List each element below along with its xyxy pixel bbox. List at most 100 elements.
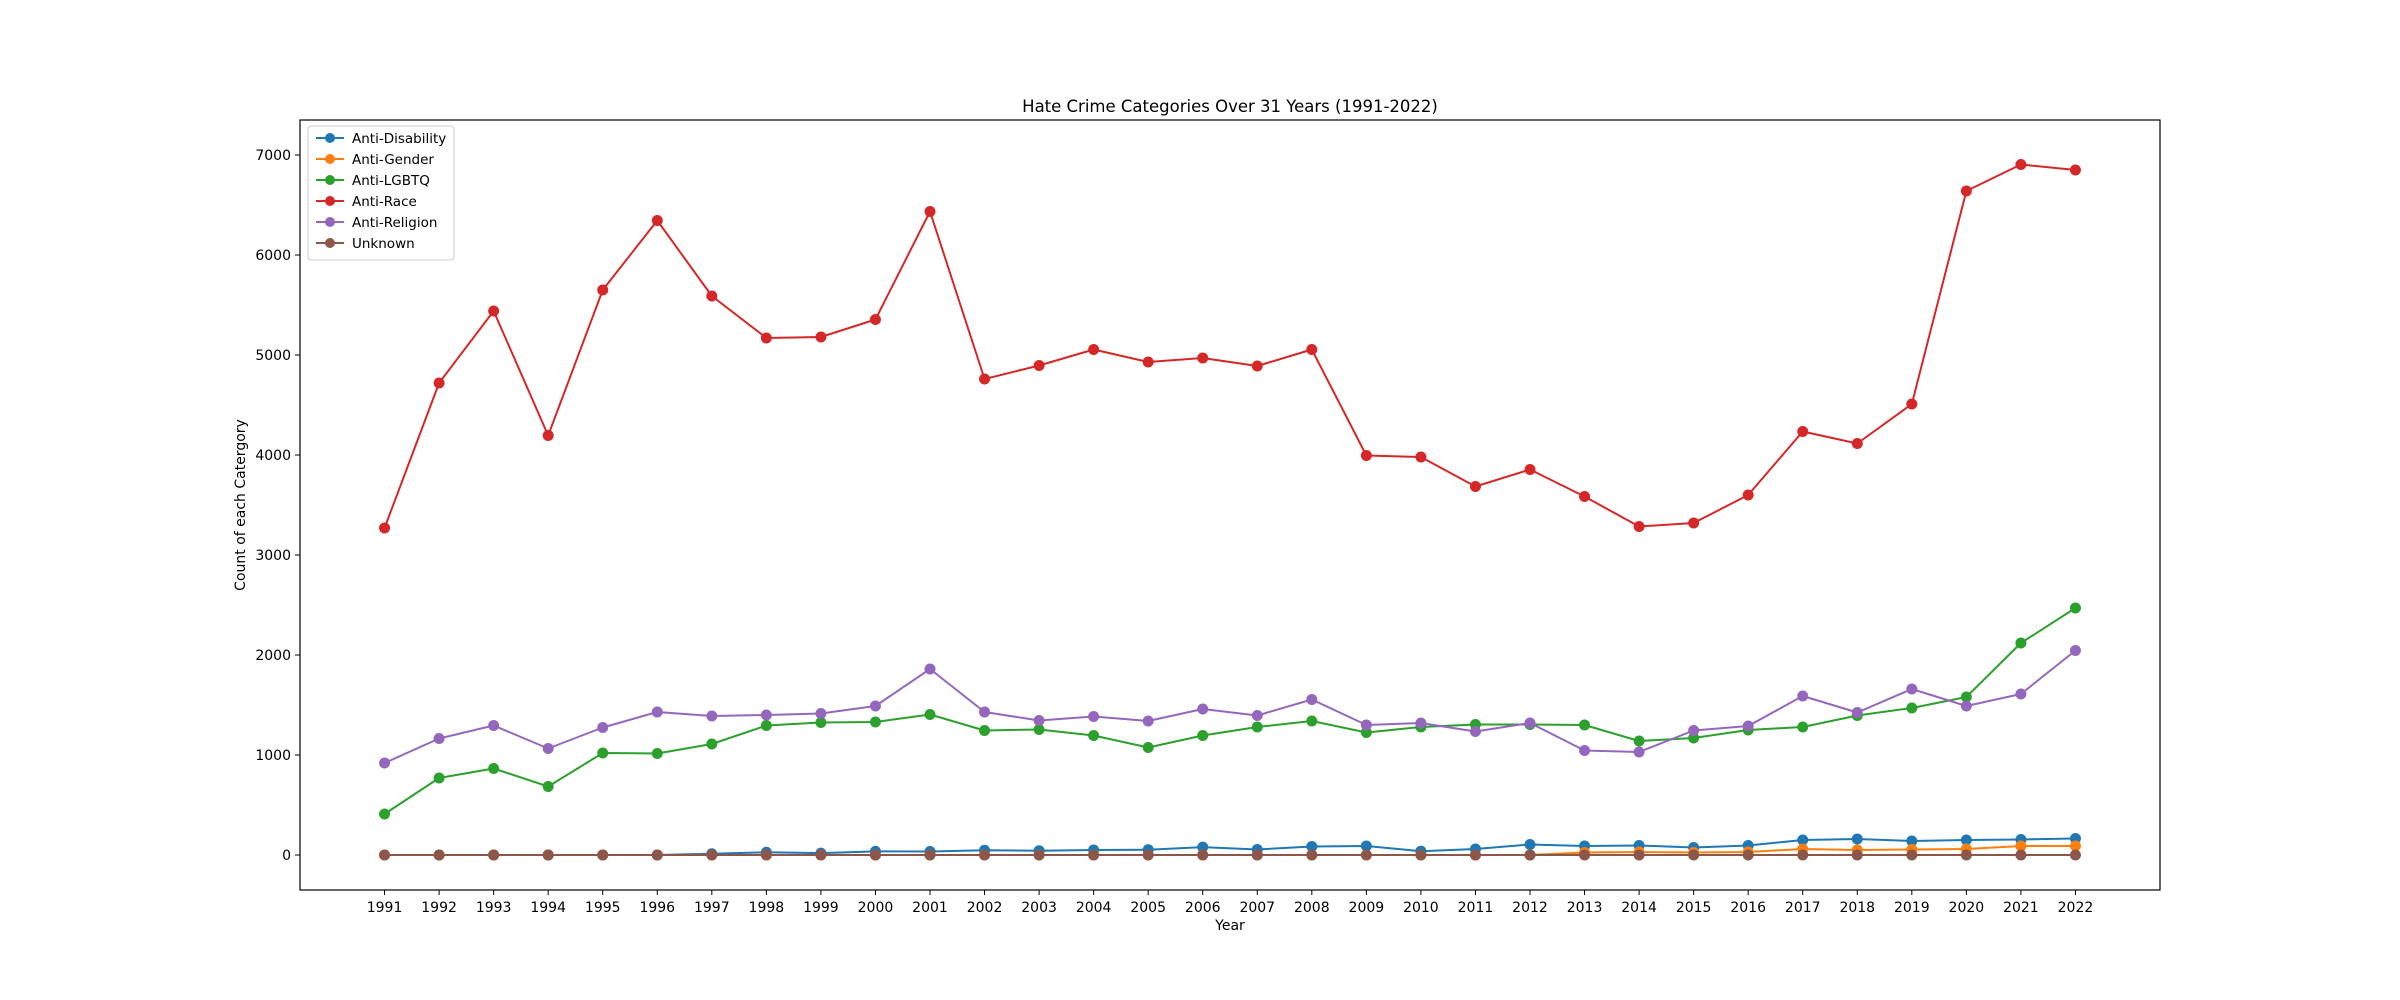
legend-swatch-marker	[325, 133, 335, 143]
data-point	[1797, 721, 1809, 733]
data-point	[1797, 849, 1809, 861]
data-point	[1197, 703, 1209, 715]
data-point	[706, 290, 718, 302]
data-point	[1906, 849, 1918, 861]
legend-swatch-marker	[325, 217, 335, 227]
y-tick-label: 4000	[255, 448, 291, 464]
data-point	[1142, 356, 1154, 368]
x-tick-label: 1999	[803, 900, 839, 916]
x-tick-label: 2001	[912, 900, 948, 916]
series-anti-race	[379, 159, 2081, 534]
data-point	[760, 332, 772, 344]
data-point	[651, 748, 663, 759]
data-point	[979, 373, 991, 385]
data-point	[1742, 849, 1754, 861]
x-tick-label: 2009	[1349, 900, 1385, 916]
legend-item: Anti-Religion	[316, 215, 437, 231]
y-tick-label: 2000	[255, 648, 291, 664]
data-point	[1688, 725, 1700, 736]
data-point	[2069, 645, 2081, 656]
data-point	[1960, 849, 1972, 861]
series-layer	[379, 159, 2081, 861]
x-tick-label: 2014	[1621, 900, 1657, 916]
data-point	[1088, 344, 1100, 355]
series-anti-religion	[379, 645, 2081, 769]
data-point	[1033, 715, 1045, 726]
data-point	[979, 725, 991, 736]
data-point	[869, 849, 881, 861]
x-tick-label: 1996	[639, 900, 675, 916]
series-unknown	[379, 849, 2081, 861]
x-tick-label: 1991	[367, 900, 403, 916]
data-point	[1197, 841, 1209, 853]
legend: Anti-Disability Anti-Gender Anti-LGBTQ Anti…	[307, 125, 455, 261]
legend-swatch-marker	[325, 175, 335, 185]
data-point	[760, 849, 772, 861]
data-point	[597, 284, 609, 296]
data-point	[488, 849, 500, 861]
data-point	[1306, 344, 1318, 355]
data-point	[1742, 489, 1754, 501]
data-point	[1633, 849, 1645, 861]
data-point	[1960, 700, 1972, 712]
data-point	[433, 733, 445, 744]
data-point	[924, 849, 936, 861]
data-point	[2015, 840, 2027, 852]
data-point	[1088, 711, 1100, 722]
legend-swatch-marker	[325, 196, 335, 206]
x-tick-label: 2010	[1403, 900, 1439, 916]
data-point	[869, 700, 881, 712]
data-point	[1033, 849, 1045, 861]
data-point	[1960, 185, 1972, 197]
data-point	[1688, 517, 1700, 529]
data-point	[1033, 360, 1045, 371]
y-tick-label: 5000	[255, 348, 291, 364]
x-axis-label: Year	[1214, 918, 1245, 934]
data-point	[2069, 840, 2081, 852]
data-point	[1851, 849, 1863, 861]
data-point	[1797, 690, 1809, 702]
data-point	[1524, 849, 1536, 861]
data-point	[1851, 438, 1863, 449]
legend-label: Anti-Disability	[352, 131, 446, 147]
legend-swatch-marker	[325, 238, 335, 248]
data-point	[1688, 849, 1700, 861]
x-tick-label: 2020	[1949, 900, 1985, 916]
x-tick-label: 2011	[1458, 900, 1494, 916]
data-point	[1197, 730, 1209, 741]
data-point	[1197, 849, 1209, 861]
data-point	[1797, 426, 1809, 437]
data-point	[1797, 834, 1809, 846]
data-point	[2015, 159, 2027, 170]
data-point	[869, 716, 881, 728]
data-point	[651, 706, 663, 718]
plot-area	[299, 119, 2161, 891]
data-point	[1088, 730, 1100, 741]
data-point	[542, 430, 554, 441]
data-point	[1415, 717, 1427, 729]
x-tick-label: 2007	[1239, 900, 1275, 916]
series-anti-lgbtq	[379, 602, 2081, 820]
legend-swatch-marker	[325, 154, 335, 164]
data-point	[706, 849, 718, 861]
data-point	[1906, 398, 1918, 410]
y-tick-label: 7000	[255, 148, 291, 164]
data-point	[1306, 694, 1318, 705]
data-point	[597, 747, 609, 759]
chart-title: Hate Crime Categories Over 31 Years (199…	[1022, 97, 1438, 116]
data-point	[1906, 835, 1918, 847]
legend-label: Anti-Gender	[352, 152, 434, 168]
legend-frame	[307, 125, 455, 261]
y-tick-label: 6000	[255, 248, 291, 264]
data-point	[379, 849, 391, 861]
x-tick-label: 2015	[1676, 900, 1712, 916]
x-tick-label: 2005	[1130, 900, 1166, 916]
data-point	[760, 709, 772, 721]
data-point	[1197, 352, 1209, 364]
data-point	[1742, 720, 1754, 732]
data-point	[1251, 721, 1263, 733]
data-point	[1469, 849, 1481, 861]
x-tick-label: 2022	[2058, 900, 2094, 916]
data-point	[1360, 849, 1372, 861]
